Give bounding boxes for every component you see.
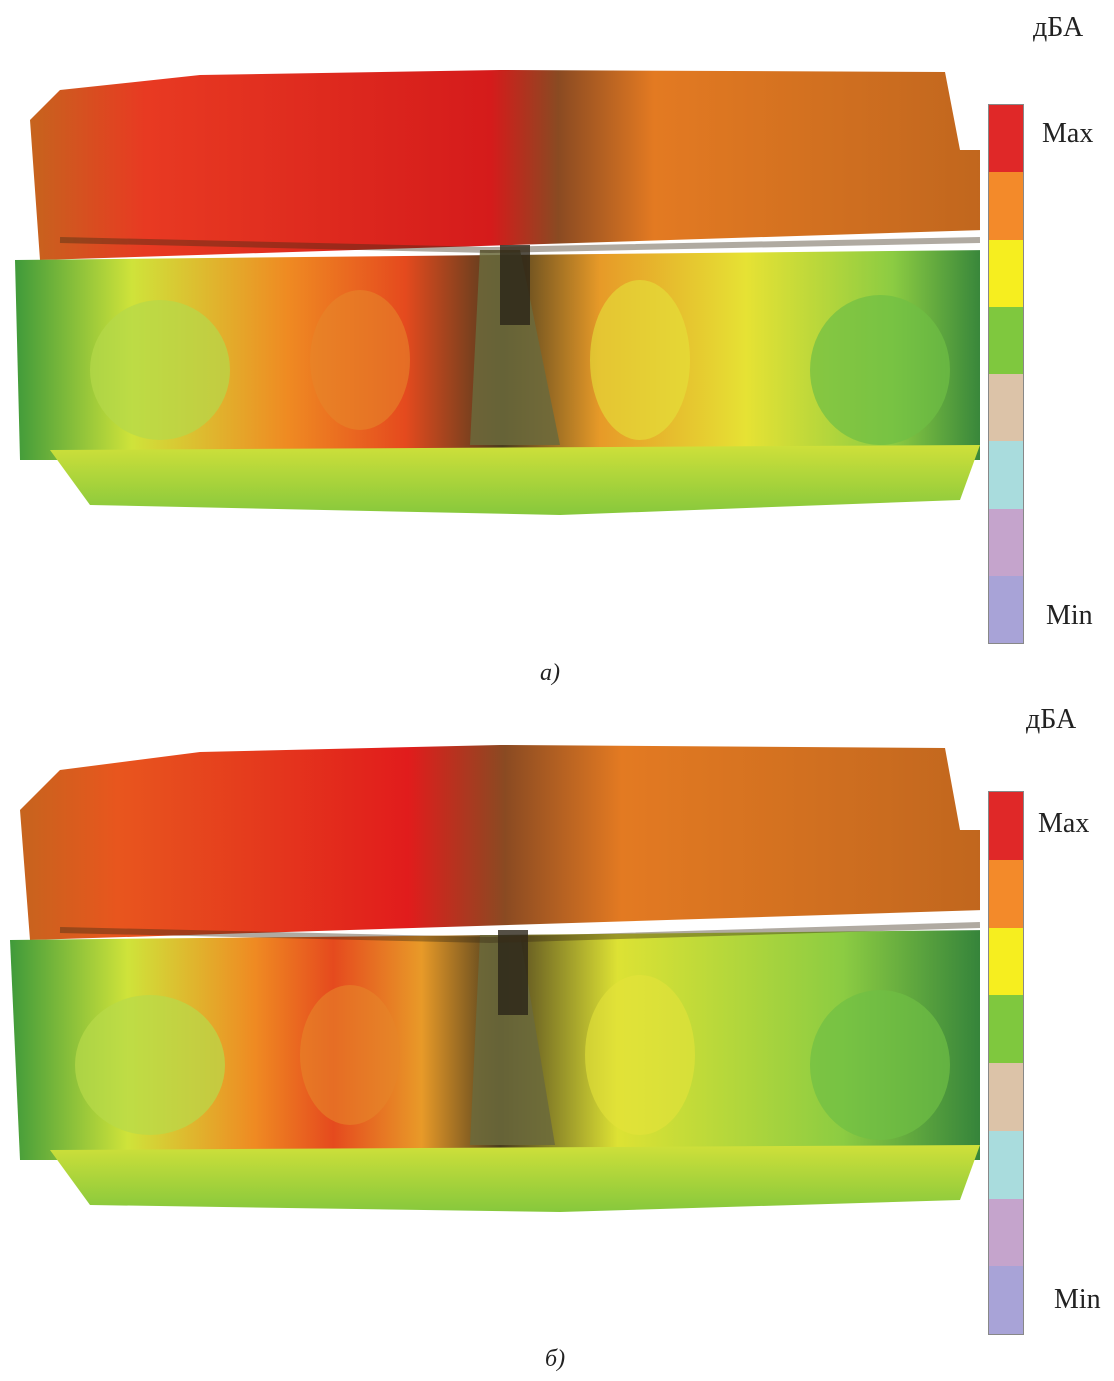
scale-max-label-a: Max [1042,118,1094,149]
figure-caption-b: б) [545,1346,566,1372]
color-scale-segment [989,508,1023,576]
color-scale-segment [989,1198,1023,1267]
color-scale-segment [989,306,1023,374]
color-scale-segment [989,374,1023,442]
color-scale-segment [989,927,1023,996]
color-scale-segment [989,1130,1023,1199]
color-scale-segment [989,995,1023,1063]
figure-caption-a: а) [540,660,560,686]
color-scale-segment [989,172,1023,240]
heatmap-panel-a: дБА Max Min а) [0,0,1114,690]
color-scale-bar-a [988,104,1024,644]
color-scale-segment [989,1063,1023,1131]
color-scale-segment [989,441,1023,509]
cabin-noise-heatmap-a [15,70,980,515]
color-scale-segment [989,792,1023,860]
scale-min-label-a: Min [1046,600,1093,631]
color-scale-segment [989,1266,1023,1334]
scale-min-label-b: Min [1054,1284,1101,1315]
color-scale-segment [989,239,1023,307]
scale-max-label-b: Max [1038,808,1090,839]
color-scale-segment [989,859,1023,928]
cabin-noise-heatmap-b [10,745,980,1212]
color-scale-segment [989,575,1023,643]
unit-label-a: дБА [1033,12,1084,43]
color-scale-segment [989,105,1023,173]
unit-label-b: дБА [1026,704,1077,735]
color-scale-bar-b [988,791,1024,1335]
heatmap-panel-b: дБА Max Min б) [0,690,1114,1381]
